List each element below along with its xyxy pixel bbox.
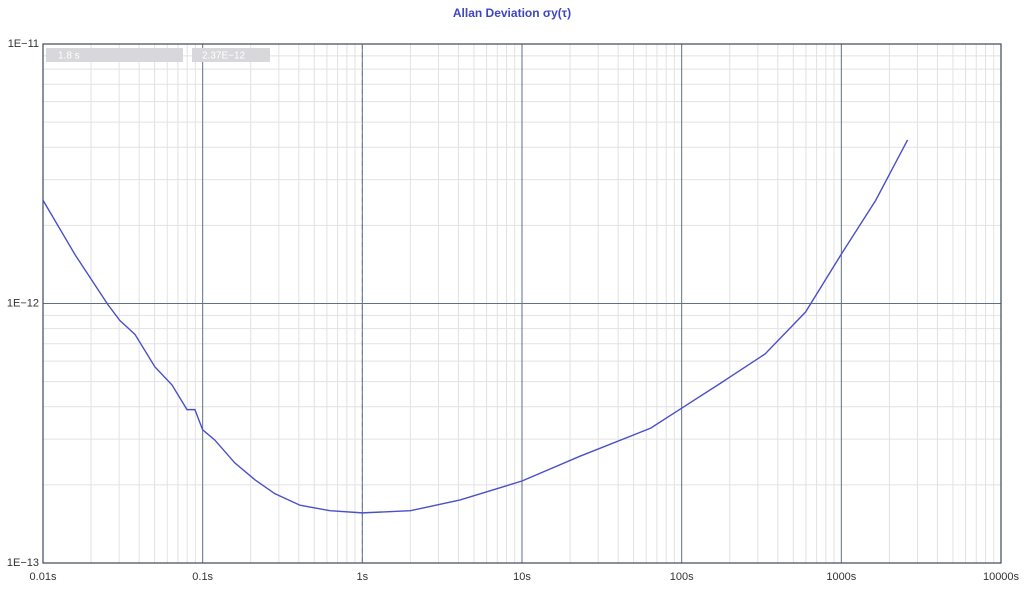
x-tick-label: 10s [513, 571, 531, 583]
x-tick-label: 1000s [826, 571, 856, 583]
plot-border [42, 43, 1002, 564]
cursor-box [46, 48, 183, 62]
x-tick-label: 0.1s [192, 571, 213, 583]
y-tick-label: 1E−13 [7, 557, 39, 569]
cursor-x-label: 1.8 s [58, 51, 80, 62]
x-tick-label: 100s [670, 571, 694, 583]
data-line [42, 139, 909, 514]
cursor-y-label: 2.37E−12 [202, 51, 246, 62]
y-tick-label: 1E−12 [7, 297, 39, 309]
chart-title: Allan Deviation σy(τ) [453, 6, 571, 20]
x-tick-label: 10000s [983, 571, 1020, 583]
y-tick-label: 1E−11 [8, 38, 39, 50]
x-tick-label: 1s [357, 571, 369, 583]
x-tick-label: 0.01s [30, 571, 57, 583]
cursor-box [192, 48, 270, 62]
